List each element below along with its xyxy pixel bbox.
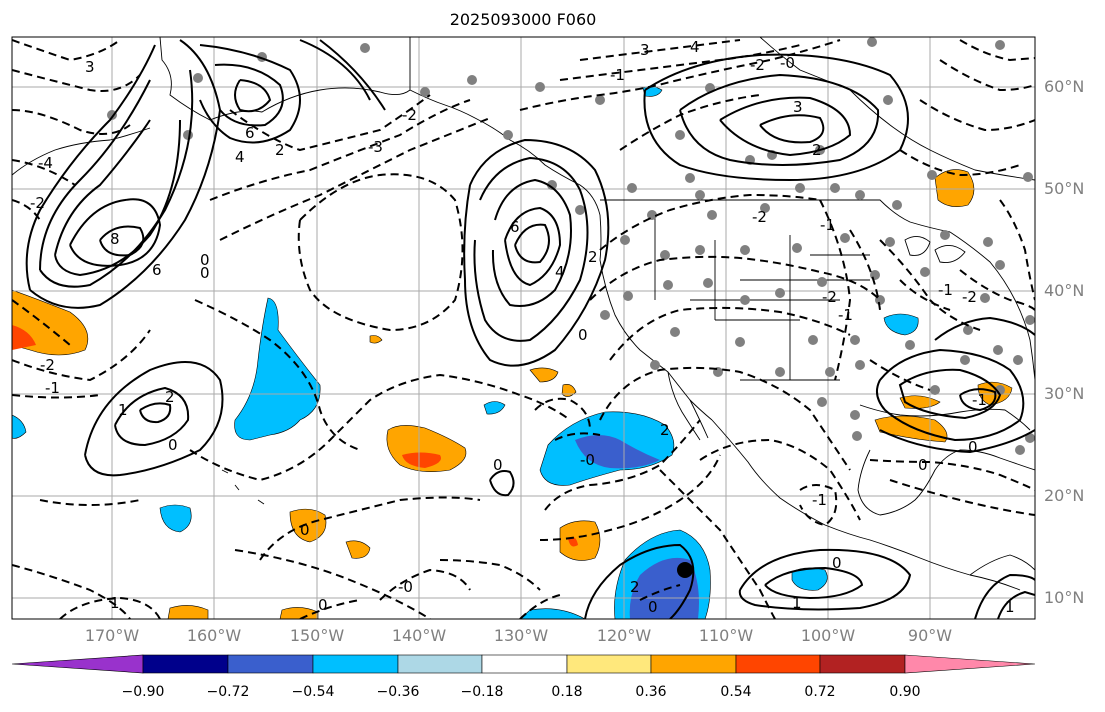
contour-label: -2 <box>402 106 417 124</box>
lat-label: 60°N <box>1044 77 1085 96</box>
contour-label: -0 <box>580 451 595 469</box>
contour-label: -3 <box>368 138 383 156</box>
lon-label: 150°W <box>289 626 345 645</box>
lat-label: 20°N <box>1044 486 1085 505</box>
contour-label: 3 <box>640 41 650 59</box>
contour-label: 0 <box>318 596 328 614</box>
colorbar-extend-right <box>904 654 1036 674</box>
contour-label: -1 <box>812 491 827 509</box>
lon-label: 100°W <box>800 626 856 645</box>
lon-label: 110°W <box>698 626 754 645</box>
lon-label: 140°W <box>391 626 447 645</box>
colorbar-tick-label: 0.90 <box>889 684 921 700</box>
contour-label: 2 <box>630 578 640 596</box>
colorbar-tick-label: −0.18 <box>460 684 504 700</box>
contour-label: 4 <box>235 148 245 166</box>
contour-label: -0 <box>398 578 413 596</box>
contour-label: 0 <box>832 554 842 572</box>
map-frame <box>11 36 1036 620</box>
contour-label: 2 <box>812 141 822 159</box>
contour-label: 6 <box>152 261 162 279</box>
colorbar-segment <box>650 654 737 674</box>
colorbar-tick-label: 0.54 <box>720 684 752 700</box>
contour-label: -1 <box>938 281 953 299</box>
contour-label: 6 <box>510 218 520 236</box>
contour-label: 0 <box>493 456 503 474</box>
colorbar-tick-label: 0.72 <box>804 684 836 700</box>
contour-label: 2 <box>660 421 670 439</box>
lat-label: 40°N <box>1044 281 1085 300</box>
contour-label: -1 <box>972 391 987 409</box>
contour-label: -0 <box>780 54 795 72</box>
contour-label: 1 <box>118 401 128 419</box>
colorbar-tick-label: 0.18 <box>551 684 583 700</box>
colorbar-tick-label: −0.54 <box>291 684 335 700</box>
contour-label: -1 <box>610 66 625 84</box>
colorbar-extend-left <box>11 654 144 674</box>
lat-label: 10°N <box>1044 588 1085 607</box>
contour-label: 2 <box>165 388 175 406</box>
contour-label: 0 <box>200 251 210 269</box>
station-markers <box>107 37 1035 455</box>
contour-label: 2 <box>275 141 285 159</box>
contour-label: 3 <box>793 98 803 116</box>
coastlines <box>12 37 1035 591</box>
lat-label: 50°N <box>1044 179 1085 198</box>
lon-label: 130°W <box>493 626 549 645</box>
contour-label: -2 <box>962 288 977 306</box>
map-title: 2025093000 F060 <box>449 10 597 29</box>
contour-label: 4 <box>555 263 565 281</box>
contour-label: 3 <box>85 58 95 76</box>
colorbar-segment <box>227 654 314 674</box>
contour-label: 4 <box>690 38 700 56</box>
lat-label: 30°N <box>1044 384 1085 403</box>
contour-label: -4 <box>38 154 53 172</box>
colorbar-segment <box>142 654 229 674</box>
contour-label: 6 <box>245 124 255 142</box>
colorbar-tick-label: 0.36 <box>635 684 667 700</box>
lon-label: 160°W <box>186 626 242 645</box>
contour-labels: 3 4 3 -2 -0 -1 -4 -2 6 4 2 8 6 -3 6 4 2 … <box>30 38 1015 616</box>
colorbar-tick-label: −0.72 <box>206 684 250 700</box>
colorbar-segment <box>566 654 652 674</box>
contour-label: 2 <box>588 248 598 266</box>
positive-contours <box>25 39 1035 619</box>
contour-label: 0 <box>968 438 978 456</box>
lon-label: 170°W <box>84 626 140 645</box>
colorbar-segment <box>397 654 483 674</box>
colorbar-tick-label: −0.36 <box>376 684 420 700</box>
contour-label: 0 <box>168 436 178 454</box>
contour-label: 0 <box>200 264 210 282</box>
contour-label: -1 <box>838 306 853 324</box>
colorbar-segment <box>481 654 568 674</box>
contour-label: 0 <box>300 521 310 539</box>
map-background <box>12 37 1035 619</box>
contour-label: -2 <box>40 356 55 374</box>
contour-label: 0 <box>918 456 928 474</box>
contour-label: 1 <box>110 594 120 612</box>
lon-label: 120°W <box>596 626 652 645</box>
negative-contours <box>12 39 1035 619</box>
contour-label: -1 <box>45 379 60 397</box>
contour-label: 0 <box>648 598 658 616</box>
contour-label: -1 <box>820 216 835 234</box>
lon-label: 90°W <box>907 626 953 645</box>
colorbar-tick-label: −0.90 <box>121 684 165 700</box>
storm-center-marker <box>677 562 693 578</box>
colorbar-segment <box>312 654 399 674</box>
contour-label: -2 <box>822 288 837 306</box>
contour-label: 0 <box>578 326 588 344</box>
colorbar-segment <box>819 654 906 674</box>
contour-label: -2 <box>30 194 45 212</box>
contour-label: 1 <box>1005 598 1015 616</box>
colorbar <box>11 654 1036 674</box>
contour-label: -2 <box>752 208 767 226</box>
contour-label: 8 <box>110 230 120 248</box>
contour-label: -2 <box>750 56 765 74</box>
contour-label: 1 <box>792 594 802 612</box>
colorbar-segment <box>735 654 821 674</box>
